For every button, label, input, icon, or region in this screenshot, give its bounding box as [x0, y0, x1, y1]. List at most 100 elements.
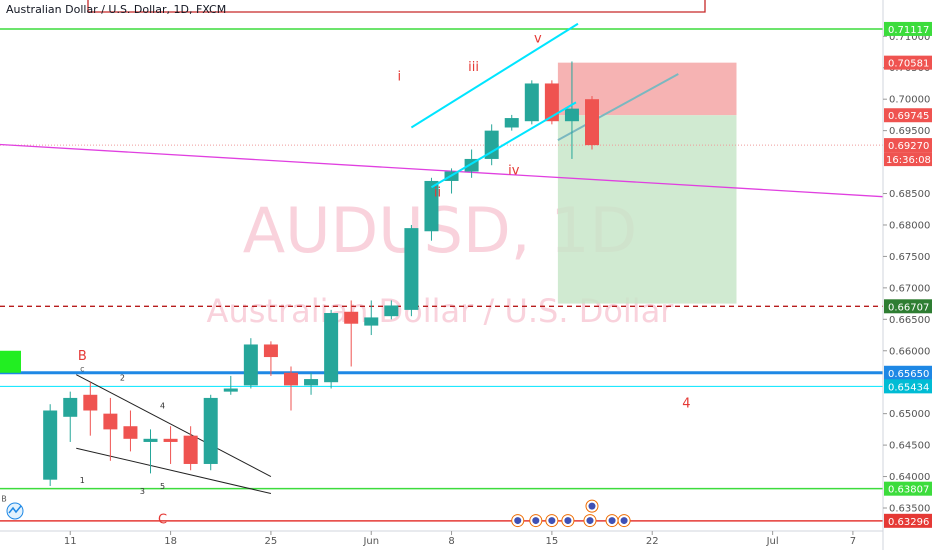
wave-label: iv [508, 164, 520, 179]
candle-body [504, 118, 519, 128]
wave-label: v [534, 32, 542, 47]
candle-body [263, 344, 278, 358]
price-label-box [884, 379, 932, 394]
price-label-box [884, 513, 932, 528]
candle-body [243, 344, 258, 386]
price-label: 0.65650 [888, 369, 929, 380]
price-label-box [884, 299, 932, 314]
channel-upper-line [410, 22, 579, 129]
candle-body [344, 311, 359, 324]
trend-line [0, 143, 884, 198]
candle-body [304, 379, 319, 386]
candle-body [143, 438, 158, 442]
wave-label: 4 [682, 396, 690, 411]
x-tick-label: 15 [546, 536, 559, 547]
wave-label: c [80, 365, 84, 374]
x-tick-label: 18 [164, 536, 177, 547]
candle-body [484, 130, 499, 159]
price-label: 0.65434 [888, 382, 929, 393]
price-label-box [884, 365, 932, 380]
y-tick-label: 0.70000 [889, 95, 930, 106]
wave-label: 4 [160, 402, 165, 411]
logo-icon-mark [8, 505, 22, 514]
x-tick-label: Jul [766, 536, 779, 547]
symbol-title: Australian Dollar / U.S. Dollar, 1D, FXC… [6, 3, 227, 16]
projection-line [557, 73, 679, 141]
price-label: 0.70581 [888, 59, 929, 70]
candle-body [223, 388, 238, 392]
wave-label: ii [434, 186, 441, 201]
wave-label: 5 [160, 482, 165, 491]
candle-body [43, 410, 58, 480]
candle-body [544, 83, 559, 122]
candle-body [123, 426, 138, 439]
event-icon-core [608, 517, 616, 525]
x-tick-label: 8 [448, 536, 454, 547]
wave-label: C [158, 513, 167, 528]
price-label-box [884, 108, 932, 123]
event-icon-core [564, 517, 572, 525]
stop-loss-zone [557, 62, 737, 116]
candle-body [404, 228, 419, 310]
candle-body [183, 435, 198, 464]
price-label: 0.69745 [888, 111, 929, 122]
y-tick-label: 0.66500 [889, 315, 930, 326]
wave-label: 2 [120, 373, 125, 382]
wave-label: i [398, 69, 402, 84]
x-tick-label: 11 [64, 536, 77, 547]
event-icon-core [586, 517, 594, 525]
wedge-lower-line [76, 447, 272, 495]
y-tick-label: 0.69500 [889, 126, 930, 137]
y-tick-label: 0.65000 [889, 409, 930, 420]
x-tick-label: Jun [362, 536, 379, 547]
event-icon-core [620, 517, 628, 525]
candle-body [585, 99, 600, 146]
x-tick-label: 7 [850, 536, 856, 547]
candle-body [384, 305, 399, 317]
y-tick-label: 0.64500 [889, 441, 930, 452]
candle-body [424, 180, 439, 232]
y-tick-label: 0.64000 [889, 472, 930, 483]
wave-label: B [78, 349, 87, 364]
candle-body [203, 397, 218, 464]
y-tick-label: 0.67000 [889, 283, 930, 294]
countdown-label: 16:36:08 [886, 155, 931, 166]
wave-label: 3 [140, 487, 145, 496]
y-tick-label: 0.67500 [889, 252, 930, 263]
candle-body [324, 313, 339, 383]
wave-label: B [1, 495, 7, 504]
y-tick-label: 0.71000 [889, 32, 930, 43]
event-icon-core [532, 517, 540, 525]
price-label-box [884, 138, 932, 153]
event-icon-core [588, 502, 596, 510]
price-label: 0.71117 [888, 25, 929, 36]
wedge-upper-line [76, 374, 272, 477]
x-tick-label: 25 [265, 536, 278, 547]
y-tick-label: 0.68000 [889, 220, 930, 231]
candle-body [283, 372, 298, 386]
green-box [0, 350, 21, 373]
candle-body [83, 394, 98, 411]
candle-body [163, 438, 178, 442]
wave-label: 1 [80, 476, 85, 485]
candle-body [103, 413, 118, 430]
candle-body [524, 83, 539, 122]
price-label-box [884, 481, 932, 496]
candle-body [364, 317, 379, 326]
price-label: 0.63807 [888, 485, 929, 496]
price-label-box [884, 55, 932, 70]
candle-body [63, 397, 78, 417]
wave-label: iii [468, 60, 479, 75]
price-label: 0.69270 [888, 141, 929, 152]
event-icon-core [514, 517, 522, 525]
candle-body [564, 108, 579, 122]
take-profit-zone [557, 115, 737, 304]
top-box [87, 0, 706, 13]
x-tick-label: 22 [646, 536, 659, 547]
y-tick-label: 0.68500 [889, 189, 930, 200]
y-tick-label: 0.63500 [889, 503, 930, 514]
price-label: 0.66707 [888, 302, 929, 313]
y-tick-label: 0.66000 [889, 346, 930, 357]
